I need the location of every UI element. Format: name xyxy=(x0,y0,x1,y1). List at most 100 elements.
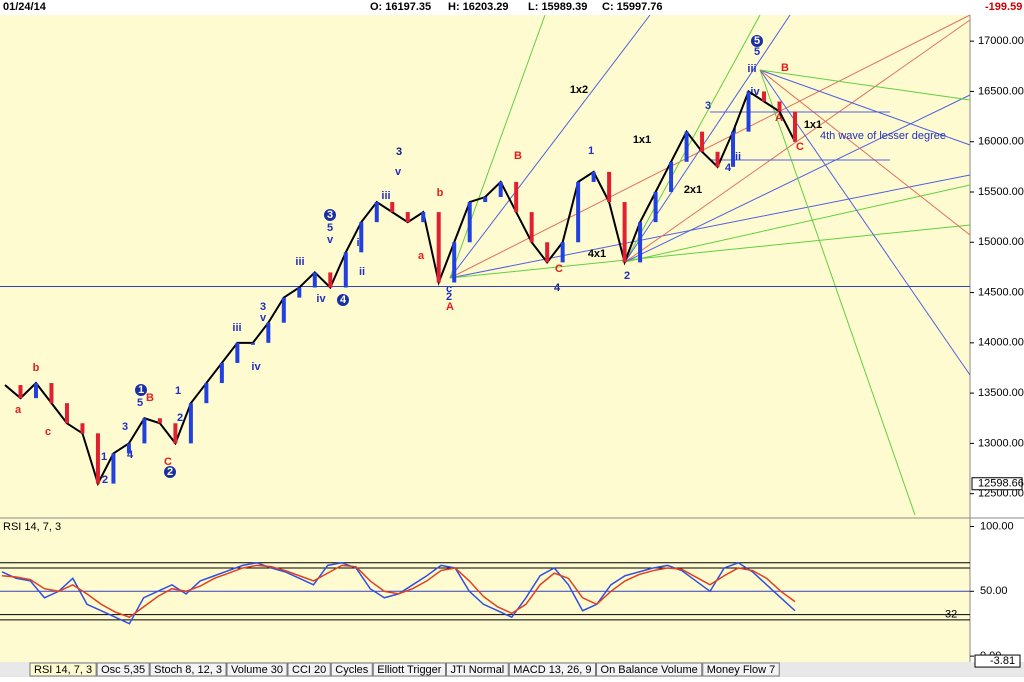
tab-label[interactable]: Stoch 8, 12, 3 xyxy=(154,664,222,676)
wave-label: iv xyxy=(750,86,760,98)
wave-label: 5 xyxy=(137,397,143,409)
wave-label: c xyxy=(45,426,51,438)
wave-label: 1x1 xyxy=(633,134,651,146)
wave-label: ii xyxy=(735,151,741,163)
wave-label: b xyxy=(33,362,40,374)
tab-label[interactable]: On Balance Volume xyxy=(601,664,698,676)
level-label: 32 xyxy=(945,609,957,621)
wave-label: 2 xyxy=(446,291,452,303)
price-bar xyxy=(266,322,271,343)
tab-label[interactable]: Cycles xyxy=(335,664,369,676)
price-bar xyxy=(188,403,193,444)
wave-label: v xyxy=(395,166,402,178)
price-bar xyxy=(126,443,131,454)
tab[interactable] xyxy=(287,662,331,677)
wave-label: B xyxy=(781,62,789,74)
price-bar xyxy=(18,385,23,399)
wave-label: v xyxy=(327,234,334,246)
wave-label: ii xyxy=(359,266,365,278)
wave-label: iv xyxy=(251,361,261,373)
high: H: 16203.29 xyxy=(448,1,509,13)
tab[interactable] xyxy=(149,662,227,677)
wave-label: 1x1 xyxy=(804,119,822,131)
change: -199.59 xyxy=(985,1,1022,13)
last-label: -3.81 xyxy=(990,655,1015,667)
wave-label: 1x2 xyxy=(570,84,588,96)
y-tick-label: 12500.00 xyxy=(978,488,1024,500)
tab-label[interactable]: CCI 20 xyxy=(292,664,326,676)
tab[interactable] xyxy=(702,662,780,677)
marker-label: 12598.66 xyxy=(978,478,1024,490)
price-bar xyxy=(591,171,596,182)
wave-label: c xyxy=(446,283,452,295)
tab[interactable] xyxy=(330,662,373,677)
header: 01/24/14 O: 16197.35 H: 16203.29 L: 1598… xyxy=(3,1,1022,13)
wave-label: 3 xyxy=(705,100,711,112)
tab-label[interactable]: Money Flow 7 xyxy=(707,664,775,676)
price-bar xyxy=(746,91,751,132)
low: L: 15989.39 xyxy=(528,1,587,13)
wave-label: C xyxy=(796,141,804,153)
tab[interactable] xyxy=(96,662,150,677)
price-bar xyxy=(421,212,426,223)
wave-label: v xyxy=(260,312,267,324)
price-bar xyxy=(374,202,379,223)
price-bar xyxy=(793,111,797,142)
tab[interactable] xyxy=(508,662,597,677)
price-bar xyxy=(250,342,255,345)
rsi-line xyxy=(1,564,796,619)
date: 01/24/14 xyxy=(3,1,47,13)
price-bar xyxy=(638,222,643,263)
y-tick-label: 14500.00 xyxy=(978,286,1024,298)
price-bar xyxy=(297,287,302,298)
wave-label: 4 xyxy=(127,449,134,461)
tab[interactable] xyxy=(445,662,509,677)
header-bar xyxy=(0,0,1024,15)
gann-fans xyxy=(449,14,971,516)
wave-label: iii xyxy=(381,190,390,202)
tab[interactable] xyxy=(372,662,446,677)
wave-label: iv xyxy=(316,293,326,305)
price-bar xyxy=(219,362,224,384)
wave-label: 5 xyxy=(754,35,760,47)
wave-label: A xyxy=(446,301,454,313)
tab-label[interactable]: JTI Normal xyxy=(450,664,504,676)
wave-circles xyxy=(135,35,763,478)
wave-label: B xyxy=(514,150,522,162)
y-tick-label: 14000.00 xyxy=(978,337,1024,349)
tab[interactable] xyxy=(226,662,288,677)
wave-label: 1 xyxy=(175,385,181,397)
price-bar xyxy=(436,212,441,283)
price-bar xyxy=(529,212,534,243)
tab-label[interactable]: MACD 13, 26, 9 xyxy=(513,664,591,676)
price-bar xyxy=(622,202,627,263)
wave-label: C xyxy=(164,456,172,468)
tab-label[interactable]: Osc 5,35 xyxy=(101,664,145,676)
marker-box xyxy=(971,477,1023,491)
wave-label: 4th wave of lesser degree xyxy=(820,130,946,142)
rsi-title: RSI 14, 7, 3 xyxy=(3,521,61,533)
price-bar xyxy=(281,297,286,323)
tab[interactable] xyxy=(29,662,97,677)
wave-label: iii xyxy=(747,63,756,75)
y-tick-label: 15000.00 xyxy=(978,236,1024,248)
price-bar xyxy=(669,161,674,192)
tab-label[interactable]: Elliott Trigger xyxy=(377,664,442,676)
y-tick-label: 16000.00 xyxy=(978,136,1024,148)
tab-label[interactable]: RSI 14, 7, 3 xyxy=(34,664,92,676)
price-bar xyxy=(204,383,209,404)
price-axis-bg xyxy=(970,15,1024,662)
tab[interactable] xyxy=(596,662,703,677)
wave-label: iii xyxy=(232,322,241,334)
price-bar xyxy=(328,272,333,288)
wave-label: 2 xyxy=(102,474,108,486)
y-tick-label: 17000.00 xyxy=(978,35,1024,47)
price-bar xyxy=(514,181,519,213)
tab-label[interactable]: Volume 30 xyxy=(231,664,283,676)
wave-label: 3 xyxy=(327,209,333,221)
price-bar xyxy=(173,423,178,444)
wave-label: 2 xyxy=(167,466,173,478)
price-bar xyxy=(483,197,488,203)
